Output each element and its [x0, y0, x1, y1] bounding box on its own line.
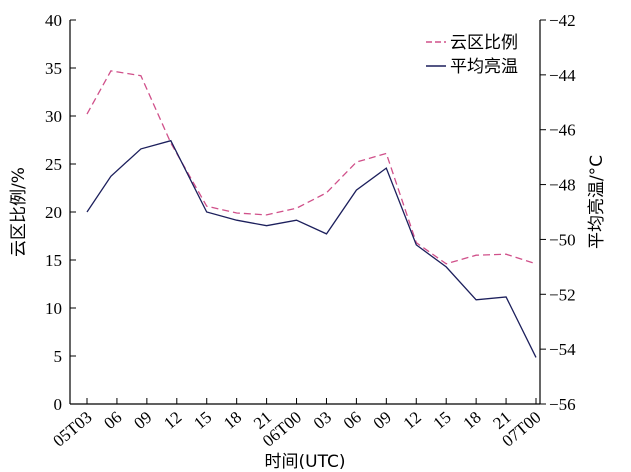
- legend-label-cloud-ratio: 云区比例: [450, 33, 518, 53]
- x-tick-label: 06: [100, 408, 125, 433]
- left-y-tick-label: 5: [54, 347, 63, 366]
- right-y-tick-label: −46: [549, 121, 576, 140]
- left-y-tick-label: 20: [45, 203, 62, 222]
- left-y-axis-title: 云区比例/%: [9, 167, 29, 257]
- left-y-tick-label: 25: [45, 155, 62, 174]
- x-tick-label: 18: [220, 408, 245, 433]
- right-y-tick-label: −50: [549, 230, 576, 249]
- x-tick-label: 12: [160, 408, 185, 433]
- x-tick-label: 18: [459, 408, 484, 433]
- left-y-tick-label: 10: [45, 299, 62, 318]
- x-axis-title: 时间(UTC): [265, 452, 346, 472]
- left-y-axis-ticks: 0 5 10 15 20 25 30 35 40: [45, 11, 76, 414]
- axes: [69, 20, 541, 405]
- series-line-cloud-ratio: [86, 70, 537, 265]
- x-tick-label: 09: [130, 408, 155, 433]
- left-y-tick-label: 30: [45, 107, 62, 126]
- left-y-tick-label: 35: [45, 59, 62, 78]
- right-y-tick-label: −48: [549, 176, 576, 195]
- series-layer: [86, 70, 537, 358]
- right-y-axis-ticks: −56 −54 −52 −50 −48 −46 −44 −42: [540, 11, 576, 414]
- right-y-tick-label: −44: [549, 66, 576, 85]
- right-y-axis-title: 平均亮温/°C: [587, 155, 607, 249]
- x-tick-label: 06: [340, 408, 365, 433]
- right-y-tick-label: −42: [549, 11, 576, 30]
- right-y-tick-label: −52: [549, 285, 576, 304]
- legend-label-mean-brightness-temp: 平均亮温: [450, 57, 518, 77]
- x-tick-label: 15: [430, 408, 455, 433]
- right-y-tick-label: −54: [549, 340, 576, 359]
- x-tick-label: 12: [400, 408, 425, 433]
- left-y-tick-label: 15: [45, 251, 62, 270]
- x-tick-label: 15: [190, 408, 215, 433]
- series-line-mean-brightness-temp: [86, 139, 537, 358]
- left-y-tick-label: 0: [54, 395, 63, 414]
- x-tick-label: 03: [310, 408, 335, 433]
- right-y-tick-label: −56: [549, 395, 576, 414]
- x-tick-label: 09: [370, 408, 395, 433]
- left-y-tick-label: 40: [45, 11, 62, 30]
- legend: 云区比例 平均亮温: [426, 33, 518, 77]
